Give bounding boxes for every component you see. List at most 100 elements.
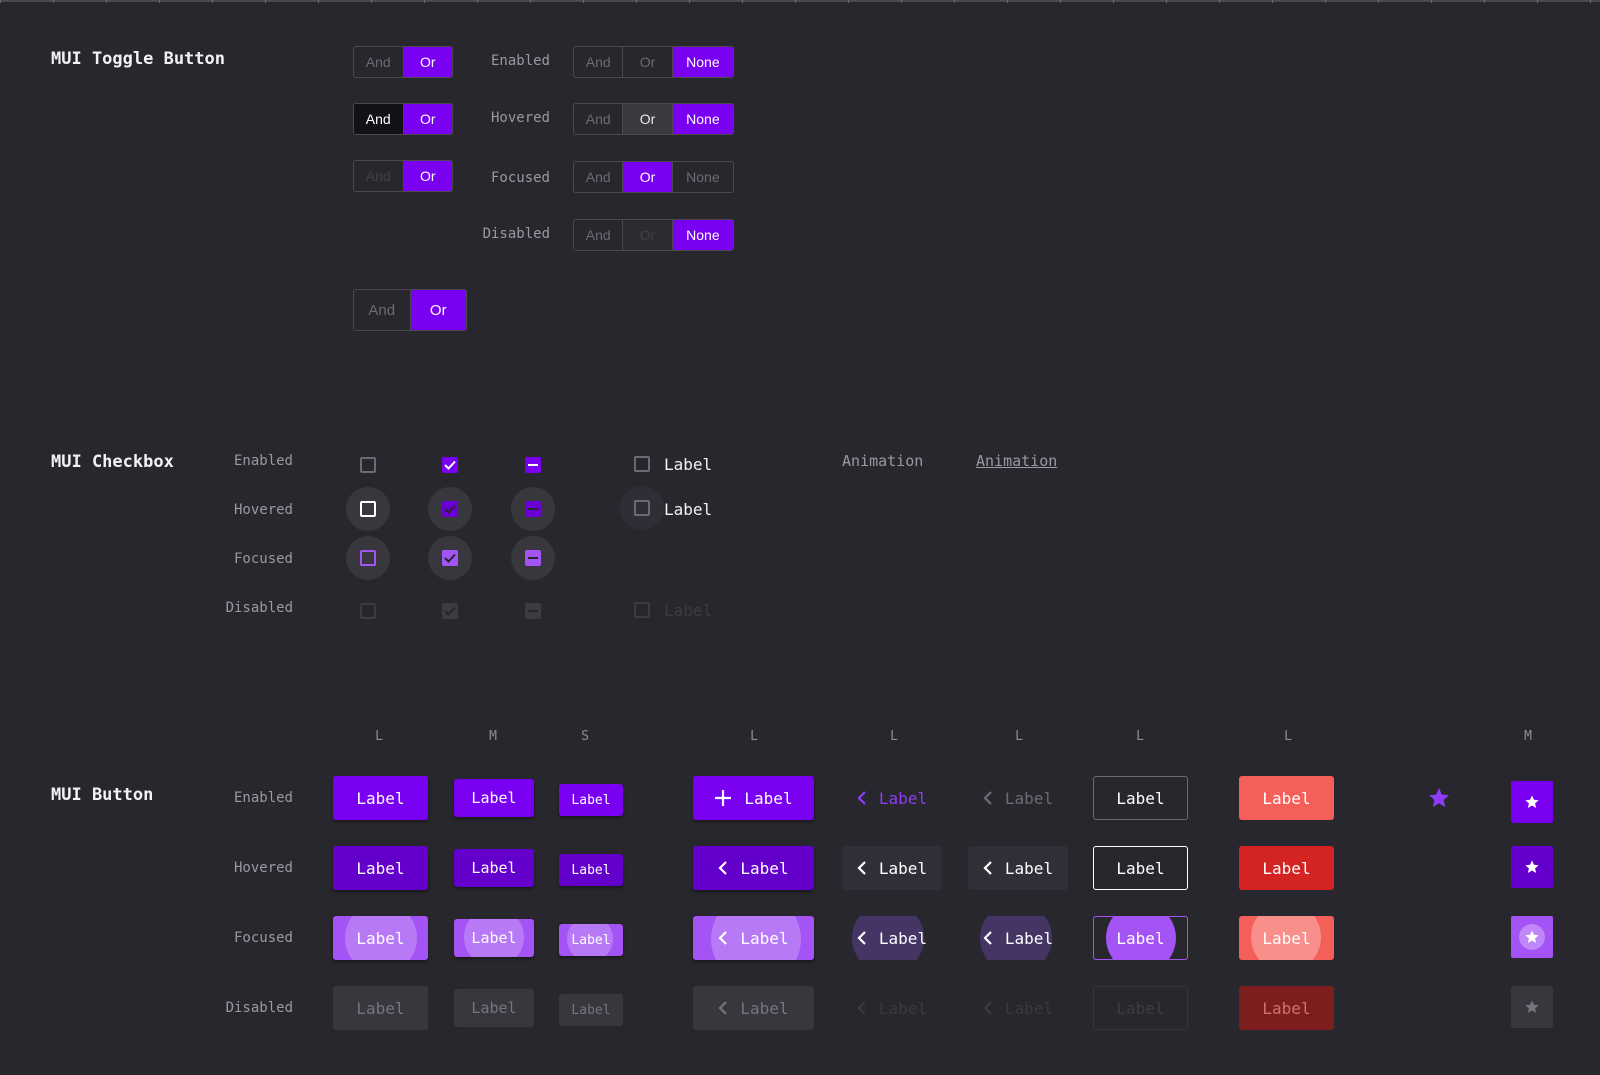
toggle-none[interactable]: None <box>672 104 733 134</box>
toggle-state-focused: Focused <box>490 170 550 186</box>
checkbox-focused-indeterminate[interactable] <box>511 536 555 580</box>
contained-button-medium[interactable]: Label <box>454 849 534 887</box>
toggle-group-3-hovered[interactable]: And Or None <box>573 103 734 135</box>
star-icon-button[interactable] <box>1427 786 1451 815</box>
checkbox-disabled-unchecked <box>346 589 390 633</box>
toggle-and[interactable]: And <box>354 47 404 77</box>
contained-icon-button[interactable]: Label <box>693 776 814 820</box>
animation-link[interactable]: Animation <box>976 452 1058 470</box>
error-button[interactable]: Label <box>1239 776 1334 820</box>
contained-icon-button[interactable]: Label <box>693 846 814 890</box>
chevron-left-icon <box>857 1001 866 1015</box>
ruler-tick <box>1060 0 1061 3</box>
toggle-none[interactable]: None <box>686 169 720 185</box>
error-button: Label <box>1239 986 1334 1030</box>
text-button-primary[interactable]: Label <box>842 776 942 820</box>
toggle-and[interactable]: And <box>574 162 624 192</box>
contained-button-small[interactable]: Label <box>559 784 623 816</box>
contained-button-small[interactable]: Label <box>559 924 623 956</box>
button-state-disabled: Disabled <box>225 1000 293 1016</box>
toggle-or[interactable]: Or <box>623 47 673 77</box>
ruler-tick <box>583 0 584 3</box>
toggle-or[interactable]: Or <box>403 104 452 134</box>
toggle-and[interactable]: And <box>574 104 624 134</box>
icon-button-square[interactable] <box>1511 846 1553 888</box>
checkbox-hovered-unchecked[interactable] <box>346 487 390 531</box>
checkbox-label-enabled[interactable] <box>620 442 664 486</box>
checkbox-enabled-indeterminate[interactable] <box>511 443 555 487</box>
ruler-tick <box>530 0 531 3</box>
contained-icon-button[interactable]: Label <box>693 916 814 960</box>
ruler-tick <box>159 0 160 3</box>
checkbox-label-text: Label <box>664 601 713 620</box>
checkbox-label-text: Label <box>664 500 713 519</box>
toggle-and[interactable]: And <box>354 161 404 191</box>
toggle-group-3-enabled[interactable]: And Or None <box>573 46 734 78</box>
toggle-or[interactable]: Or <box>403 47 452 77</box>
chevron-left-icon <box>857 791 866 805</box>
checkbox-enabled-unchecked[interactable] <box>346 443 390 487</box>
text-button-primary[interactable]: Label <box>842 846 942 890</box>
checkbox-enabled-checked[interactable] <box>428 443 472 487</box>
checkbox-label-hovered[interactable] <box>620 486 664 530</box>
checkbox-state-disabled: Disabled <box>225 600 293 616</box>
ruler-tick <box>1537 0 1538 3</box>
checkbox-focused-unchecked[interactable] <box>346 536 390 580</box>
toggle-group-large[interactable]: And Or <box>353 289 467 331</box>
contained-button-large[interactable]: Label <box>333 776 428 820</box>
ruler-tick <box>1113 0 1114 3</box>
toggle-group-3-focused[interactable]: And Or None <box>573 161 734 193</box>
text-button-primary[interactable]: Label <box>842 916 942 960</box>
outlined-button[interactable]: Label <box>1093 916 1188 960</box>
icon-button-square <box>1511 986 1553 1028</box>
contained-button-large[interactable]: Label <box>333 846 428 890</box>
toggle-group-enabled[interactable]: And Or <box>353 46 453 78</box>
checkbox-focused-checked[interactable] <box>428 536 472 580</box>
icon-button-square[interactable] <box>1511 781 1553 823</box>
checkbox-section-title: MUI Checkbox <box>51 452 174 472</box>
toggle-or[interactable]: Or <box>623 162 673 192</box>
chevron-left-icon <box>983 791 992 805</box>
toggle-group-focused[interactable]: And Or <box>353 160 453 192</box>
text-button-neutral[interactable]: Label <box>968 776 1068 820</box>
outlined-button[interactable]: Label <box>1093 846 1188 890</box>
checkbox-hovered-indeterminate[interactable] <box>511 487 555 531</box>
toggle-and[interactable]: And <box>354 290 411 330</box>
ruler-tick <box>901 0 902 3</box>
ruler-tick <box>212 0 213 3</box>
chevron-left-icon <box>718 931 728 945</box>
contained-button-medium[interactable]: Label <box>454 919 534 957</box>
checkbox-state-focused: Focused <box>233 551 293 567</box>
text-button-neutral[interactable]: Label <box>968 846 1068 890</box>
ruler-tick <box>689 0 690 3</box>
animation-label: Animation <box>842 452 924 470</box>
ruler-tick <box>1272 0 1273 3</box>
error-button[interactable]: Label <box>1239 846 1334 890</box>
contained-button-large[interactable]: Label <box>333 916 428 960</box>
checkbox-hovered-checked[interactable] <box>428 487 472 531</box>
icon-button-square[interactable] <box>1511 916 1553 958</box>
error-button[interactable]: Label <box>1239 916 1334 960</box>
toggle-and[interactable]: And <box>574 47 624 77</box>
toggle-none[interactable]: None <box>672 47 733 77</box>
toggle-or[interactable]: Or <box>410 290 466 330</box>
dash-icon <box>528 464 538 466</box>
toggle-group-hovered[interactable]: And Or <box>353 103 453 135</box>
text-button-primary: Label <box>842 986 942 1030</box>
contained-button-small[interactable]: Label <box>559 854 623 886</box>
ruler-tick <box>954 0 955 3</box>
toggle-or[interactable]: Or <box>623 104 673 134</box>
ruler-tick <box>1007 0 1008 3</box>
text-button-neutral[interactable]: Label <box>968 916 1068 960</box>
plus-icon <box>715 790 732 806</box>
toggle-state-hovered: Hovered <box>490 110 550 126</box>
size-header: L <box>1136 729 1144 744</box>
star-icon <box>1525 795 1539 808</box>
star-icon <box>1525 1000 1539 1013</box>
toggle-or[interactable]: Or <box>403 161 452 191</box>
toggle-and[interactable]: And <box>354 104 404 134</box>
checkbox-state-enabled: Enabled <box>233 453 293 469</box>
contained-icon-button: Label <box>693 986 814 1030</box>
outlined-button[interactable]: Label <box>1093 776 1188 820</box>
contained-button-medium[interactable]: Label <box>454 779 534 817</box>
